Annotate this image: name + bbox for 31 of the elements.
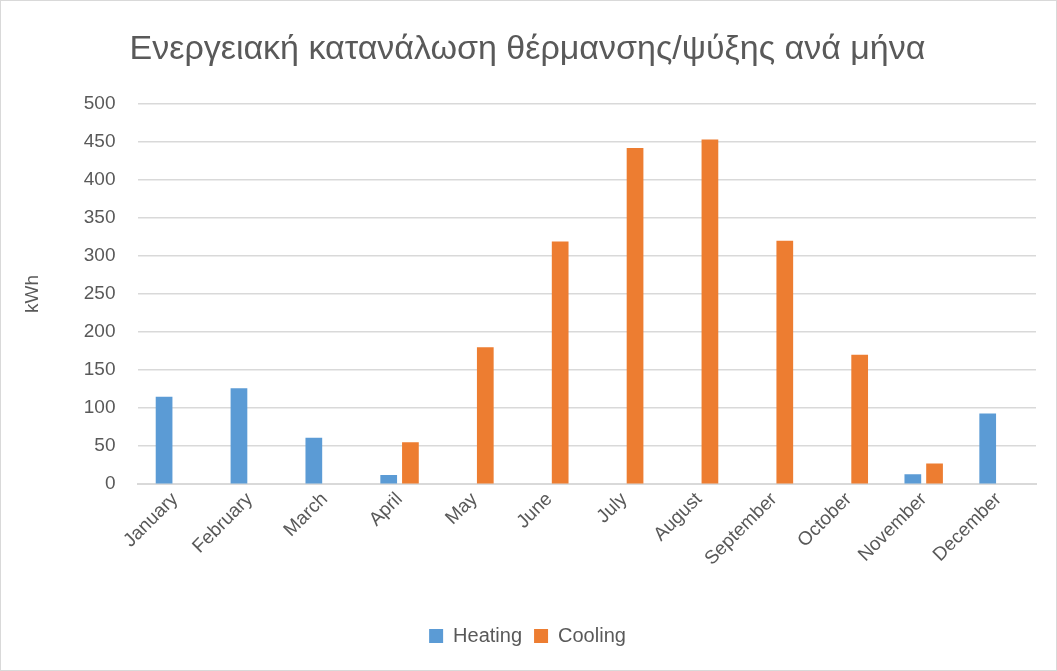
chart-title: Ενεργειακή κατανάλωση θέρμανσης/ψύξης ανά μήνα <box>129 27 926 66</box>
y-tick-label: 500 <box>83 92 116 114</box>
y-tick-label: 100 <box>83 396 116 418</box>
bar <box>926 463 943 484</box>
bar <box>155 396 173 484</box>
y-tick-label: 300 <box>83 244 116 266</box>
bar <box>776 240 794 484</box>
y-tick-label: 450 <box>83 130 116 152</box>
y-tick-label: 250 <box>83 282 116 304</box>
bar <box>626 147 644 484</box>
bar <box>230 388 248 484</box>
y-axis-title: kWh <box>20 274 42 313</box>
y-tick-label: 400 <box>83 168 116 190</box>
bar <box>904 474 922 484</box>
bar <box>305 437 323 484</box>
y-tick-label: 200 <box>83 320 116 342</box>
y-tick-label: 50 <box>94 434 116 456</box>
y-tick-label: 150 <box>83 358 116 380</box>
bar <box>979 413 997 484</box>
x-tick-label: May <box>440 487 482 529</box>
bar <box>476 347 494 484</box>
x-tick-label: July <box>591 487 632 527</box>
bar <box>380 475 398 484</box>
bar <box>701 139 719 484</box>
legend-label: Heating <box>453 623 523 646</box>
legend-label: Cooling <box>558 623 626 646</box>
bar <box>551 241 569 484</box>
y-tick-label: 350 <box>83 206 116 228</box>
bar <box>851 354 869 484</box>
bar <box>402 442 419 484</box>
y-tick-label: 0 <box>104 472 116 494</box>
